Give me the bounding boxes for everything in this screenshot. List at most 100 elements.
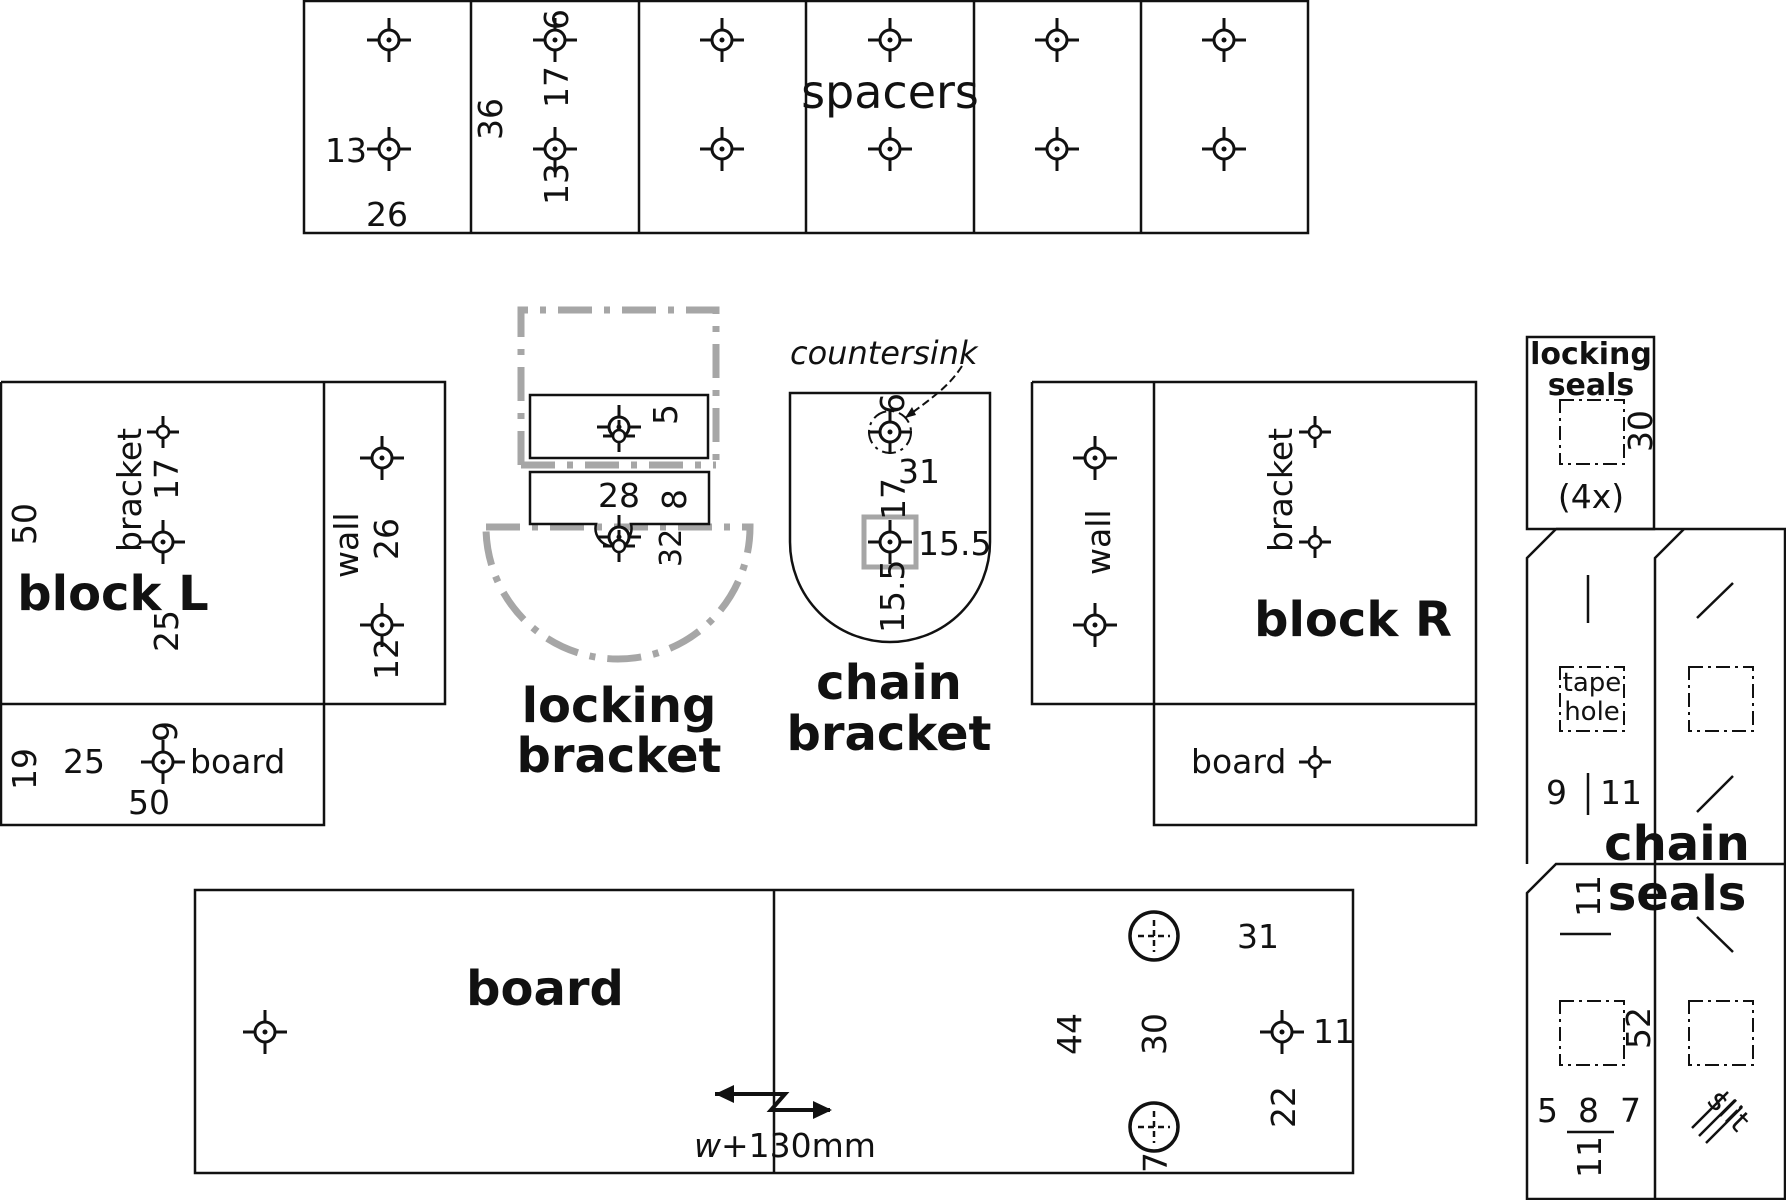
drill-hole-marker	[243, 1010, 287, 1054]
chain-seals-part: tape hole 9 11 chain seals 11 52 5 8 7 1…	[1525, 527, 1786, 1200]
spacer-dim-36: 36	[471, 98, 510, 140]
tape-hole-cutout	[1559, 666, 1625, 732]
block-r-bracket-label: bracket	[1261, 428, 1300, 552]
chain-seals-dim-5: 5	[1537, 1091, 1558, 1130]
countersink-arrowhead	[905, 407, 916, 418]
block-l-dim-12: 12	[367, 638, 406, 680]
locking-seals-title-2: seals	[1548, 368, 1635, 403]
chain-bracket-square-guide	[861, 514, 919, 570]
board-title: board	[466, 961, 624, 1017]
chain-seal-cutout	[1559, 1000, 1625, 1066]
spacers-part: spacers 13 26 36 17 6 13	[302, 0, 1310, 235]
drill-hole-marker	[367, 18, 411, 62]
drill-hole-marker	[1073, 603, 1117, 647]
board-width-var: w	[694, 1126, 722, 1165]
block-l-part: block L bracket 17 50 25 wall 26 12 19 2…	[0, 380, 447, 827]
seal-slit-mark	[1691, 1091, 1729, 1129]
block-l-dim-50: 50	[5, 503, 44, 545]
drill-hole-marker	[868, 127, 912, 171]
chain-bracket-title-2: bracket	[786, 706, 991, 762]
chain-bracket-part: countersink 6 31 17 15.5 15.5 chain brac…	[786, 334, 991, 762]
board-break-arrow-right	[813, 1101, 832, 1119]
block-l-dim-26: 26	[367, 518, 406, 560]
chain-seal-cutout	[1688, 666, 1754, 732]
spacer-dim-26: 26	[366, 195, 408, 234]
chain-bracket-dim-15-5b: 15.5	[873, 560, 912, 633]
drill-hole-marker	[868, 18, 912, 62]
drill-hole-marker	[868, 410, 912, 454]
countersink-note: countersink	[790, 334, 979, 372]
drill-hole-marker	[700, 18, 744, 62]
board-dim-31: 31	[1237, 917, 1279, 956]
chain-bracket-outline	[788, 391, 992, 644]
drill-hole-marker	[1202, 18, 1246, 62]
board-break-symbol	[715, 1092, 830, 1112]
locking-bracket-upper-plate	[528, 393, 710, 460]
large-hole-marker	[1128, 910, 1180, 962]
tape-hole-label-1: tape	[1563, 668, 1622, 698]
small-hole-marker	[1299, 746, 1331, 778]
chain-seals-outline	[1525, 527, 1786, 1200]
spacer-dim-13b: 13	[537, 163, 576, 205]
locking-seals-title-1: locking	[1530, 337, 1652, 372]
drill-hole-marker	[1202, 127, 1246, 171]
spacer-dim-6: 6	[537, 9, 576, 30]
locking-bracket-dim-5: 5	[646, 404, 685, 425]
block-l-dim-25: 25	[147, 610, 186, 652]
chain-seals-title-2: seals	[1608, 866, 1747, 922]
board-part: board 31 44 30 11 22 7 w+130mm	[193, 888, 1355, 1175]
small-hole-marker	[603, 420, 635, 452]
chain-bracket-dim-6: 6	[873, 393, 912, 414]
chain-bracket-dim-17: 17	[874, 478, 913, 520]
chain-seals-dim-7: 7	[1620, 1091, 1641, 1130]
drill-hole-marker	[1035, 127, 1079, 171]
drill-hole-marker	[1035, 18, 1079, 62]
seal-slit-mark	[1696, 916, 1734, 953]
block-l-board-label: board	[190, 742, 285, 781]
block-l-dim-9: 9	[146, 721, 185, 742]
board-dim-30: 30	[1135, 1013, 1174, 1055]
chain-seal-cutout	[1688, 1000, 1754, 1066]
locking-bracket-guide-box	[517, 306, 720, 465]
chain-seals-title-1: chain	[1604, 816, 1750, 872]
chain-bracket-title-1: chain	[816, 655, 962, 711]
chain-seals-dim-11b: 11	[1569, 875, 1608, 917]
large-hole-marker	[1128, 1101, 1180, 1153]
block-l-title: block L	[17, 566, 208, 622]
drill-hole-marker	[1073, 436, 1117, 480]
drill-hole-marker	[533, 127, 577, 171]
locking-bracket-title-1: locking	[522, 678, 717, 734]
small-hole-marker	[147, 416, 179, 448]
block-l-dim-50b: 50	[128, 783, 170, 822]
block-l-wall-label: wall	[327, 512, 366, 578]
board-dim-22: 22	[1264, 1086, 1303, 1128]
chain-seals-divider	[1653, 528, 1685, 1199]
spacers-title: spacers	[801, 65, 979, 119]
block-l-dim-25b: 25	[63, 742, 105, 781]
locking-seals-part: locking seals 30 (4x)	[1525, 335, 1660, 531]
board-width-note: w+130mm	[694, 1126, 876, 1165]
chain-bracket-dim-31: 31	[898, 452, 940, 491]
spacer-dim-13: 13	[325, 131, 367, 170]
chain-seals-outline-top	[1525, 528, 1557, 864]
seal-slit-mark	[1698, 1099, 1736, 1137]
drill-hole-marker	[868, 520, 912, 564]
block-r-outline	[1030, 380, 1478, 827]
block-r-board-label: board	[1191, 742, 1286, 781]
drill-hole-marker	[533, 18, 577, 62]
seal-slit-mark	[1696, 775, 1734, 813]
board-dim-44: 44	[1050, 1013, 1089, 1055]
locking-seals-count: (4x)	[1558, 477, 1624, 516]
locking-bracket-part: 5 28 8 32 locking bracket	[482, 306, 754, 784]
chain-seals-dim-9: 9	[1546, 773, 1567, 812]
board-break-arrow-left	[715, 1085, 734, 1103]
block-l-dim-17: 17	[147, 458, 186, 500]
locking-bracket-dim-32: 32	[654, 529, 689, 567]
drill-hole-marker	[141, 740, 185, 784]
locking-bracket-guide-arc	[482, 523, 754, 663]
drill-hole-marker	[1260, 1010, 1304, 1054]
chain-bracket-dim-15-5a: 15.5	[918, 524, 991, 563]
board-dim-7: 7	[1136, 1152, 1175, 1173]
seal-slit-mark	[1705, 1106, 1743, 1144]
